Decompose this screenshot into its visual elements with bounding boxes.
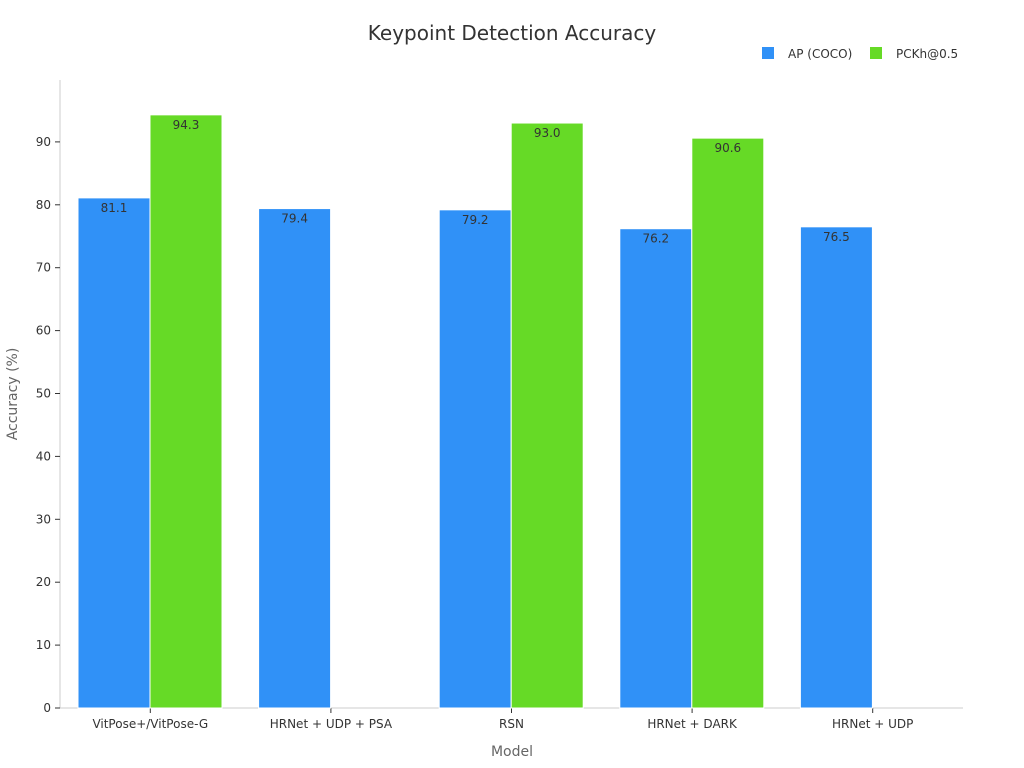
x-tick-label: HRNet + UDP bbox=[832, 717, 913, 731]
y-tick-label: 50 bbox=[36, 387, 51, 401]
x-tick-label: VitPose+/VitPose-G bbox=[92, 717, 208, 731]
bar-value-label: 76.2 bbox=[642, 232, 669, 246]
legend-swatch bbox=[762, 47, 774, 59]
y-tick-label: 70 bbox=[36, 261, 51, 275]
bars bbox=[77, 114, 873, 709]
x-axis-title: Model bbox=[491, 744, 533, 760]
y-tick-label: 30 bbox=[36, 512, 51, 526]
y-tick-label: 40 bbox=[36, 449, 51, 463]
bar-value-label: 94.3 bbox=[173, 118, 200, 132]
y-ticks: 0 10 20 30 40 50 60 70 80 90 bbox=[36, 135, 60, 715]
y-tick-label: 90 bbox=[36, 135, 51, 149]
bar-value-label: 90.6 bbox=[714, 141, 741, 155]
bar-labels: 81.1 79.4 79.2 76.2 76.5 94.3 93.0 90.6 bbox=[101, 118, 850, 246]
bar-pckh-0 bbox=[149, 114, 223, 709]
legend: AP (COCO) PCKh@0.5 bbox=[762, 47, 958, 61]
legend-swatch bbox=[870, 47, 882, 59]
y-tick-label: 10 bbox=[36, 638, 51, 652]
y-tick-label: 20 bbox=[36, 575, 51, 589]
y-tick-label: 80 bbox=[36, 198, 51, 212]
x-ticks: VitPose+/VitPose-G HRNet + UDP + PSA RSN HR… bbox=[92, 708, 913, 731]
chart-title: Keypoint Detection Accuracy bbox=[368, 21, 657, 45]
bar-ap-coco-2 bbox=[438, 209, 512, 709]
bar-pckh-2 bbox=[510, 122, 584, 709]
bar-ap-coco-4 bbox=[799, 226, 873, 709]
x-tick-label: RSN bbox=[499, 717, 524, 731]
y-tick-label: 60 bbox=[36, 324, 51, 338]
bar-value-label: 79.4 bbox=[281, 212, 308, 226]
bar-value-label: 93.0 bbox=[534, 126, 561, 140]
bar-value-label: 79.2 bbox=[462, 213, 489, 227]
bar-value-label: 76.5 bbox=[823, 230, 850, 244]
x-tick-label: HRNet + DARK bbox=[647, 717, 738, 731]
y-tick-label: 0 bbox=[43, 701, 51, 715]
bar-ap-coco-3 bbox=[619, 228, 693, 709]
bar-pckh-3 bbox=[691, 137, 765, 709]
bar-value-label: 81.1 bbox=[101, 201, 128, 215]
bar-ap-coco-1 bbox=[258, 208, 332, 709]
x-tick-label: HRNet + UDP + PSA bbox=[270, 717, 393, 731]
legend-label: PCKh@0.5 bbox=[896, 47, 958, 61]
legend-label: AP (COCO) bbox=[788, 47, 852, 61]
bar-ap-coco-0 bbox=[77, 197, 151, 709]
y-axis-title: Accuracy (%) bbox=[5, 348, 21, 441]
